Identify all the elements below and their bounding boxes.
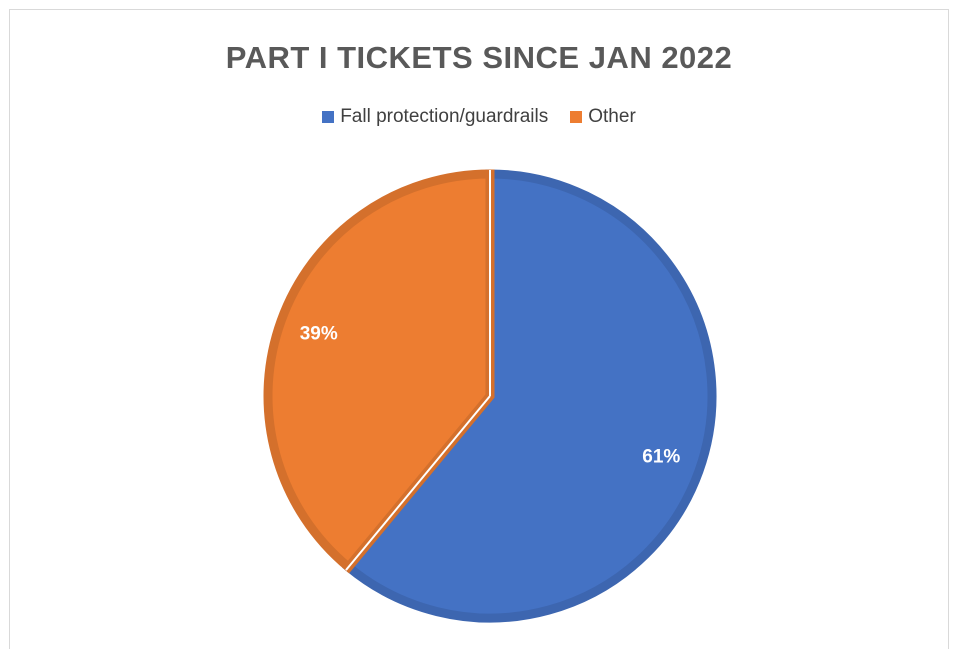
legend-swatch-other	[570, 111, 583, 123]
data-label-other: 39%	[300, 323, 338, 344]
pie-chart: 61% 39%	[263, 169, 717, 623]
legend-label-other: Other	[588, 106, 636, 127]
legend-swatch-fall-protection	[322, 111, 335, 123]
pie-slice-other	[263, 169, 495, 574]
chart-legend: Fall protection/guardrails Other	[10, 106, 948, 128]
legend-label-fall-protection: Fall protection/guardrails	[340, 106, 549, 127]
legend-item-fall-protection: Fall protection/guardrails	[322, 106, 548, 128]
chart-area: PART I TICKETS SINCE JAN 2022 Fall prote…	[9, 9, 949, 649]
slice-separator	[345, 395, 491, 571]
legend-item-other: Other	[570, 106, 636, 128]
data-label-fall-protection: 61%	[642, 447, 680, 468]
pie-slice-fall-protection	[342, 169, 717, 623]
chart-title: PART I TICKETS SINCE JAN 2022	[225, 40, 733, 75]
